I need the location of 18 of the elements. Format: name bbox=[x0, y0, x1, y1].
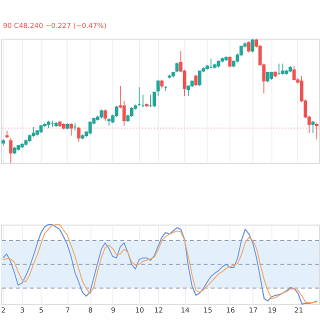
candlestick bbox=[281, 63, 284, 76]
candlestick bbox=[122, 100, 126, 126]
candlestick bbox=[9, 138, 13, 164]
candlestick bbox=[77, 126, 80, 142]
candlestick bbox=[107, 118, 111, 126]
candlestick bbox=[266, 72, 270, 83]
candlestick bbox=[228, 56, 232, 68]
candlestick bbox=[292, 66, 296, 80]
candlestick bbox=[247, 40, 250, 53]
candlestick bbox=[104, 109, 107, 122]
candlestick bbox=[194, 74, 198, 86]
candlestick bbox=[250, 38, 254, 53]
candlestick bbox=[315, 122, 318, 140]
candlestick bbox=[198, 70, 202, 86]
candlestick bbox=[70, 122, 73, 136]
candlestick bbox=[175, 62, 179, 73]
candlestick bbox=[88, 122, 92, 135]
candlestick bbox=[311, 120, 315, 134]
